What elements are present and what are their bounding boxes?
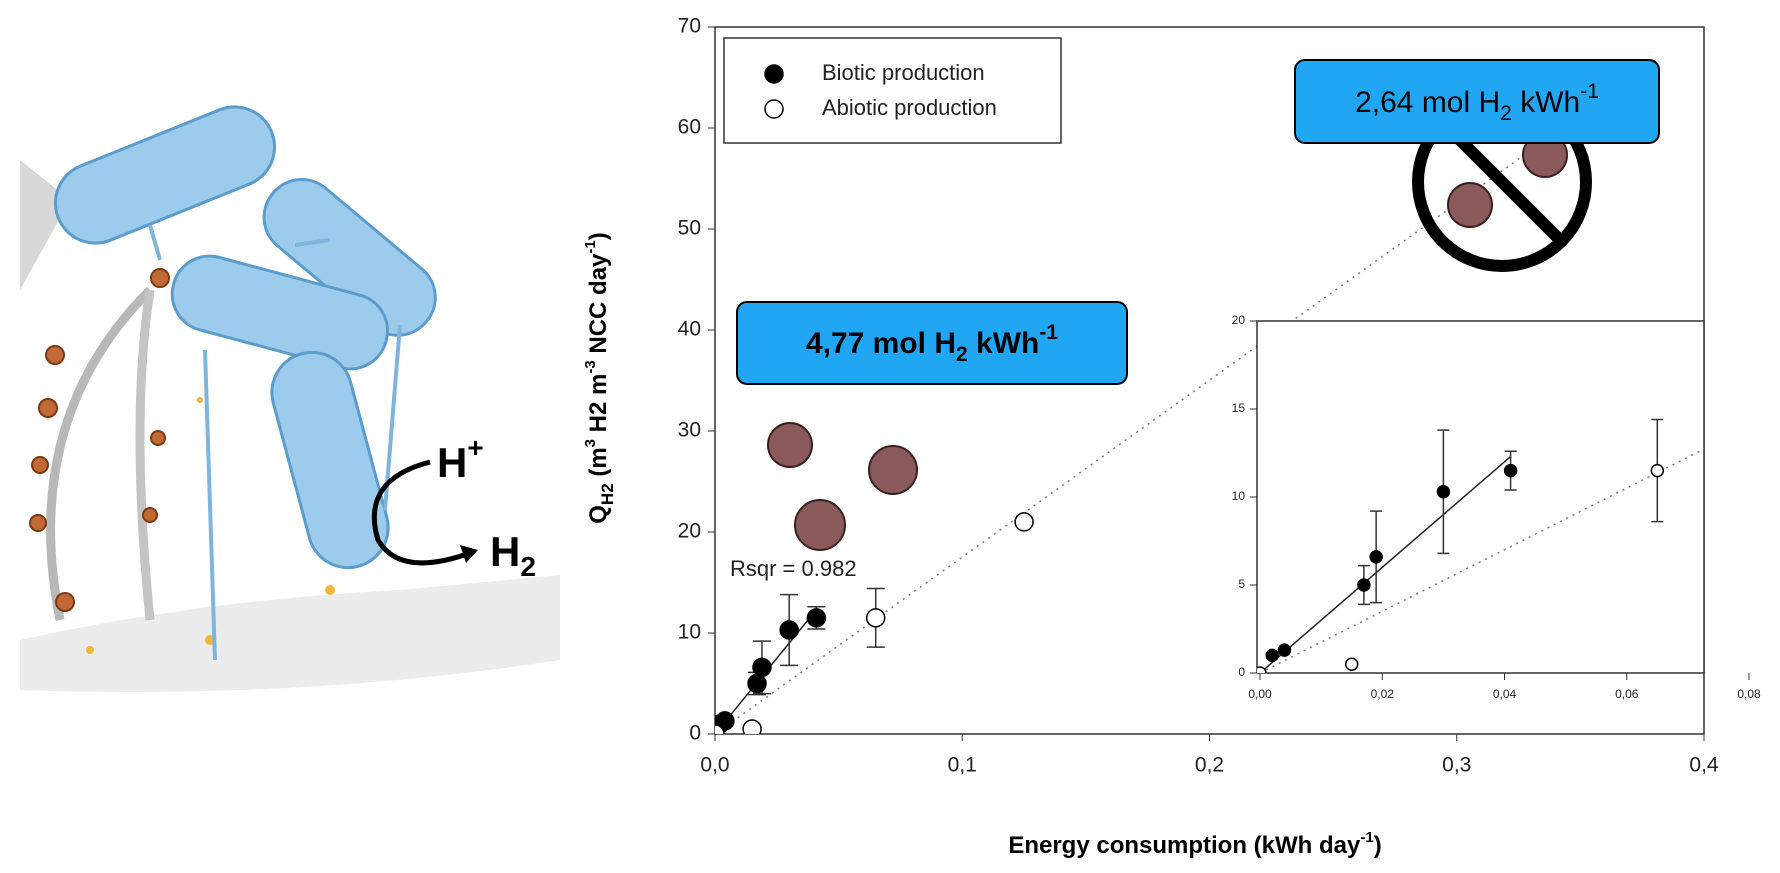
label-part: -1: [1360, 829, 1373, 846]
y-tick-label: 60: [678, 116, 701, 139]
bacteria-illustration: H+ H2: [20, 105, 560, 692]
data-point: [1650, 463, 1665, 478]
callout-text: 2,64 mol H2 kWh-1: [1355, 80, 1599, 125]
h-plus-label: H+: [437, 432, 484, 486]
label-part: 3: [582, 439, 599, 447]
y-tick-label: 20: [1232, 313, 1246, 327]
y-tick-label: 50: [678, 217, 701, 240]
label-part: kWh: [968, 327, 1040, 360]
plot-frame: [1256, 320, 1705, 674]
y-tick-label: 10: [678, 621, 701, 644]
label-part: -1: [582, 240, 599, 253]
legend-label: Biotic production: [822, 60, 985, 85]
label-part: +: [467, 432, 483, 463]
label-part: 2: [1500, 102, 1512, 125]
data-point: [747, 673, 767, 694]
x-tick-label: 0,02: [1371, 687, 1395, 701]
plot-content: [1257, 418, 1704, 673]
y-tick-label: 0: [1238, 665, 1245, 679]
data-point: [1344, 657, 1359, 671]
label-part: (m: [585, 447, 612, 483]
label-part: H: [437, 439, 467, 486]
x-tick-label: 0,0: [700, 754, 729, 777]
y-tick-label: 70: [678, 15, 701, 38]
x-tick-label: 0,1: [948, 754, 977, 777]
data-point: [752, 657, 772, 678]
label-part: H2 m: [585, 374, 612, 439]
x-tick-label: 0,04: [1493, 687, 1517, 701]
fit-line: [1259, 455, 1512, 673]
data-point: [715, 724, 725, 734]
data-point: [1357, 578, 1371, 592]
label-part: ): [585, 232, 612, 240]
x-tick-label: 0,08: [1737, 687, 1761, 701]
y-tick-label: 30: [678, 419, 701, 442]
label-part: 2,64 mol H: [1355, 86, 1500, 119]
callout: 4,77 mol H2 kWh-1: [736, 301, 1128, 385]
y-tick-label: 20: [678, 520, 701, 543]
data-point: [1014, 512, 1034, 532]
data-point: [865, 608, 886, 628]
callout: 2,64 mol H2 kWh-1: [1294, 59, 1660, 144]
label-part: 2: [520, 551, 536, 582]
inset-plot: 0,00 0,02 0,04 0,06 0,08 0 5 10 15 20: [1232, 313, 1761, 701]
x-axis-label: Energy consumption (kWh day-1): [1008, 829, 1381, 859]
label-part: Q: [585, 505, 612, 524]
microbe-icons: [767, 132, 1568, 551]
x-tick-label: 0,3: [1442, 754, 1471, 777]
legend-marker: [764, 99, 784, 119]
y-tick-label: 40: [678, 318, 701, 341]
label-part: Energy consumption (kWh day: [1008, 832, 1361, 859]
x-tick-label: 0,06: [1615, 687, 1639, 701]
legend-box: [723, 37, 1062, 144]
x-tick-label: 0,4: [1689, 754, 1719, 777]
label-part: NCC day: [585, 253, 612, 360]
data-point: [806, 608, 827, 628]
data-point: [1369, 550, 1383, 564]
x-tick-label: 0,00: [1248, 687, 1272, 701]
x-tick-label: 0,2: [1195, 754, 1224, 777]
label-part: kWh: [1512, 86, 1580, 119]
data-point: [742, 719, 762, 734]
y-axis-label: QH2 (m3 H2 m-3 NCC day-1): [582, 232, 618, 523]
data-point: [1277, 643, 1292, 657]
h2-label: H2: [490, 528, 536, 582]
label-part: 4,77 mol H: [806, 327, 956, 360]
label-part: H2: [598, 483, 617, 505]
label-part: 2: [956, 343, 968, 366]
label-part: -3: [582, 360, 599, 373]
data-point: [715, 711, 735, 731]
label-part: H: [490, 528, 520, 575]
rsqr-annotation: Rsqr = 0.982: [730, 556, 857, 581]
label-part: ): [1374, 832, 1382, 859]
data-point: [1436, 484, 1451, 499]
legend: Biotic production Abiotic production: [723, 37, 1062, 144]
label-part: -1: [1039, 321, 1058, 344]
label-part: -1: [1580, 80, 1599, 103]
data-point: [1503, 463, 1518, 478]
plot-content: [715, 149, 1532, 734]
data-point: [1265, 648, 1279, 663]
data-point: [1257, 666, 1267, 673]
legend-label: Abiotic production: [822, 95, 997, 120]
legend-marker: [764, 64, 784, 84]
y-tick-label: 5: [1238, 577, 1245, 591]
data-point: [779, 620, 799, 640]
y-tick-label: 0: [689, 722, 701, 745]
callout-text: 4,77 mol H2 kWh-1: [806, 321, 1058, 366]
y-tick-label: 15: [1232, 401, 1246, 415]
y-tick-label: 10: [1232, 489, 1246, 503]
